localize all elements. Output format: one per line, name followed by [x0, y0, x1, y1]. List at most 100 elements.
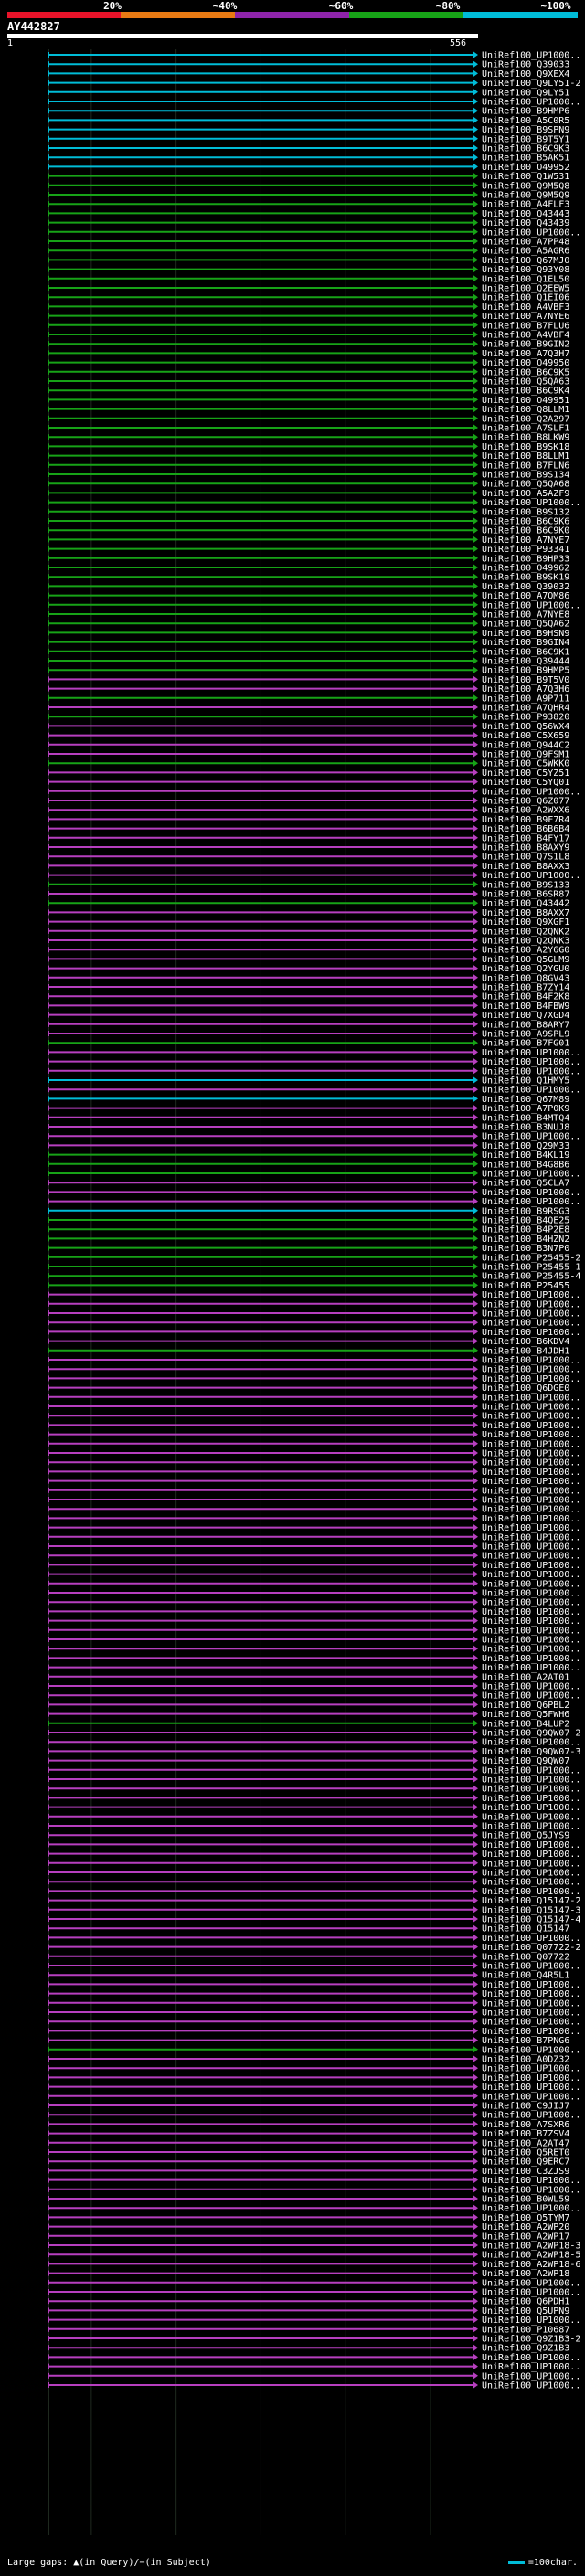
hit-label[interactable]: UniRef100_B3NUJ8 [482, 1123, 569, 1133]
hit-label[interactable]: UniRef100_UP1000.. [482, 1403, 580, 1413]
hit-label[interactable]: UniRef100_UP1000.. [482, 1980, 580, 1990]
hit-label[interactable]: UniRef100_C5YQ01 [482, 778, 569, 788]
hit-label[interactable]: UniRef100_Q1EL50 [482, 274, 569, 284]
hit-label[interactable]: UniRef100_Q5FWH6 [482, 1710, 569, 1720]
hit-label[interactable]: UniRef100_UP1000.. [482, 1840, 580, 1850]
hit-label[interactable]: UniRef100_A5C0R5 [482, 116, 569, 126]
hit-label[interactable]: UniRef100_B4FBW9 [482, 1002, 569, 1012]
hit-label[interactable]: UniRef100_Q9Z1B3-2 [482, 2335, 580, 2345]
hit-label[interactable]: UniRef100_B5AK51 [482, 154, 569, 164]
hit-label[interactable]: UniRef100_Q9M5Q9 [482, 191, 569, 201]
hit-label[interactable]: UniRef100_A2WP20 [482, 2222, 569, 2232]
hit-label[interactable]: UniRef100_UP1000.. [482, 1803, 580, 1813]
hit-label[interactable]: UniRef100_Q43443 [482, 209, 569, 219]
hit-label[interactable]: UniRef100_A7NYE8 [482, 610, 569, 620]
hit-label[interactable]: UniRef100_Q2QNK3 [482, 937, 569, 947]
hit-label[interactable]: UniRef100_UP1000.. [482, 1449, 580, 1459]
hit-label[interactable]: UniRef100_UP1000.. [482, 1998, 580, 2009]
hit-label[interactable]: UniRef100_UP1000.. [482, 2027, 580, 2037]
hit-label[interactable]: UniRef100_B9S133 [482, 880, 569, 890]
hit-label[interactable]: UniRef100_UP1000.. [482, 2204, 580, 2214]
hit-label[interactable]: UniRef100_UP1000.. [482, 98, 580, 108]
hit-label[interactable]: UniRef100_Q67M89 [482, 1095, 569, 1105]
hit-label[interactable]: UniRef100_UP1000.. [482, 228, 580, 238]
hit-label[interactable]: UniRef100_Q5QA63 [482, 377, 569, 387]
hit-label[interactable]: UniRef100_UP1000.. [482, 2064, 580, 2074]
hit-label[interactable]: UniRef100_B4FY17 [482, 833, 569, 843]
hit-label[interactable]: UniRef100_UP1000.. [482, 1514, 580, 1524]
hit-label[interactable]: UniRef100_B3N7P0 [482, 1244, 569, 1254]
hit-label[interactable]: UniRef100_UP1000.. [482, 1636, 580, 1646]
hit-label[interactable]: UniRef100_B9HP33 [482, 554, 569, 564]
hit-label[interactable]: UniRef100_B9T5Y1 [482, 134, 569, 144]
hit-label[interactable]: UniRef100_UP1000.. [482, 2111, 580, 2121]
hit-label[interactable]: UniRef100_Q6Z077 [482, 797, 569, 807]
hit-label[interactable]: UniRef100_UP1000.. [482, 1794, 580, 1804]
hit-label[interactable]: UniRef100_Q9QW07-3 [482, 1747, 580, 1757]
hit-label[interactable]: UniRef100_B9F7R4 [482, 815, 569, 825]
hit-label[interactable]: UniRef100_UP1000.. [482, 2362, 580, 2372]
hit-label[interactable]: UniRef100_C5YZ51 [482, 769, 569, 779]
hit-label[interactable]: UniRef100_A0DZ32 [482, 2055, 569, 2065]
hit-label[interactable]: UniRef100_UP1000.. [482, 1607, 580, 1617]
hit-label[interactable]: UniRef100_A7QM86 [482, 591, 569, 601]
hit-label[interactable]: UniRef100_B8LLM1 [482, 451, 569, 461]
hit-label[interactable]: UniRef100_Q67MJ0 [482, 256, 569, 266]
hit-label[interactable]: UniRef100_Q2EEW5 [482, 284, 569, 294]
hit-label[interactable]: UniRef100_UP1000.. [482, 1299, 580, 1309]
hit-label[interactable]: UniRef100_Q9FSM1 [482, 750, 569, 760]
hit-label[interactable]: UniRef100_A2WP17 [482, 2231, 569, 2242]
hit-label[interactable]: UniRef100_B6C9K3 [482, 144, 569, 154]
hit-label[interactable]: UniRef100_B9HMP6 [482, 107, 569, 117]
hit-label[interactable]: UniRef100_A7Q3H7 [482, 349, 569, 359]
hit-label[interactable]: UniRef100_B6B6B4 [482, 824, 569, 834]
hit-label[interactable]: UniRef100_Q07722-2 [482, 1943, 580, 1953]
hit-label[interactable]: UniRef100_B9GIN2 [482, 340, 569, 350]
hit-label[interactable]: UniRef100_Q5QA62 [482, 620, 569, 630]
hit-label[interactable]: UniRef100_A7P0K9 [482, 1104, 569, 1114]
hit-label[interactable]: UniRef100_UP1000.. [482, 1496, 580, 1506]
hit-label[interactable]: UniRef100_A2Y6G0 [482, 946, 569, 956]
hit-label[interactable]: UniRef100_UP1000.. [482, 1822, 580, 1832]
hit-label[interactable]: UniRef100_B8ARY7 [482, 1020, 569, 1030]
hit-label[interactable]: UniRef100_UP1000.. [482, 1374, 580, 1384]
hit-label[interactable]: UniRef100_B9RSG3 [482, 1206, 569, 1216]
hit-label[interactable]: UniRef100_B4HZN2 [482, 1235, 569, 1245]
hit-label[interactable]: UniRef100_Q944C2 [482, 740, 569, 750]
hit-label[interactable]: UniRef100_P93820 [482, 713, 569, 723]
hit-label[interactable]: UniRef100_UP1000.. [482, 2045, 580, 2055]
hit-label[interactable]: UniRef100_B7FG01 [482, 1039, 569, 1049]
hit-label[interactable]: UniRef100_Q5JYS9 [482, 1831, 569, 1841]
hit-label[interactable]: UniRef100_UP1000.. [482, 1197, 580, 1207]
hit-label[interactable]: UniRef100_A7NYE7 [482, 535, 569, 546]
hit-label[interactable]: UniRef100_A7SLF1 [482, 424, 569, 434]
hit-label[interactable]: UniRef100_UP1000.. [482, 2316, 580, 2326]
hit-label[interactable]: UniRef100_UP1000.. [482, 2288, 580, 2298]
hit-label[interactable]: UniRef100_B9S134 [482, 471, 569, 481]
hit-label[interactable]: UniRef100_B6C9K6 [482, 517, 569, 527]
hit-label[interactable]: UniRef100_Q39033 [482, 60, 569, 70]
hit-label[interactable]: UniRef100_UP1000.. [482, 1570, 580, 1580]
hit-label[interactable]: UniRef100_B6C9K4 [482, 387, 569, 397]
hit-label[interactable]: UniRef100_UP1000.. [482, 1934, 580, 1944]
hit-label[interactable]: UniRef100_B6KDV4 [482, 1337, 569, 1347]
hit-label[interactable]: UniRef100_UP1000.. [482, 1486, 580, 1496]
hit-label[interactable]: UniRef100_UP1000.. [482, 1645, 580, 1655]
hit-label[interactable]: UniRef100_UP1000.. [482, 1765, 580, 1776]
hit-label[interactable]: UniRef100_B4QE25 [482, 1216, 569, 1226]
hit-label[interactable]: UniRef100_Q15147-2 [482, 1896, 580, 1906]
hit-label[interactable]: UniRef100_P25455-4 [482, 1272, 580, 1282]
hit-label[interactable]: UniRef100_A4VBF3 [482, 302, 569, 313]
hit-label[interactable]: UniRef100_Q5CLA7 [482, 1179, 569, 1189]
hit-label[interactable]: UniRef100_Q9XGF1 [482, 917, 569, 928]
hit-label[interactable]: UniRef100_UP1000.. [482, 871, 580, 881]
hit-label[interactable]: UniRef100_UP1000.. [482, 1188, 580, 1198]
hit-label[interactable]: UniRef100_Q7XGD4 [482, 1011, 569, 1021]
hit-label[interactable]: UniRef100_Q9XEX4 [482, 69, 569, 80]
hit-label[interactable]: UniRef100_A7SXR6 [482, 2120, 569, 2130]
hit-label[interactable]: UniRef100_B6C9K5 [482, 367, 569, 377]
hit-label[interactable]: UniRef100_UP1000.. [482, 1066, 580, 1076]
hit-label[interactable]: UniRef100_P25455-2 [482, 1253, 580, 1263]
hit-label[interactable]: UniRef100_B9HMP5 [482, 666, 569, 676]
hit-label[interactable]: UniRef100_Q9QW07-2 [482, 1729, 580, 1739]
